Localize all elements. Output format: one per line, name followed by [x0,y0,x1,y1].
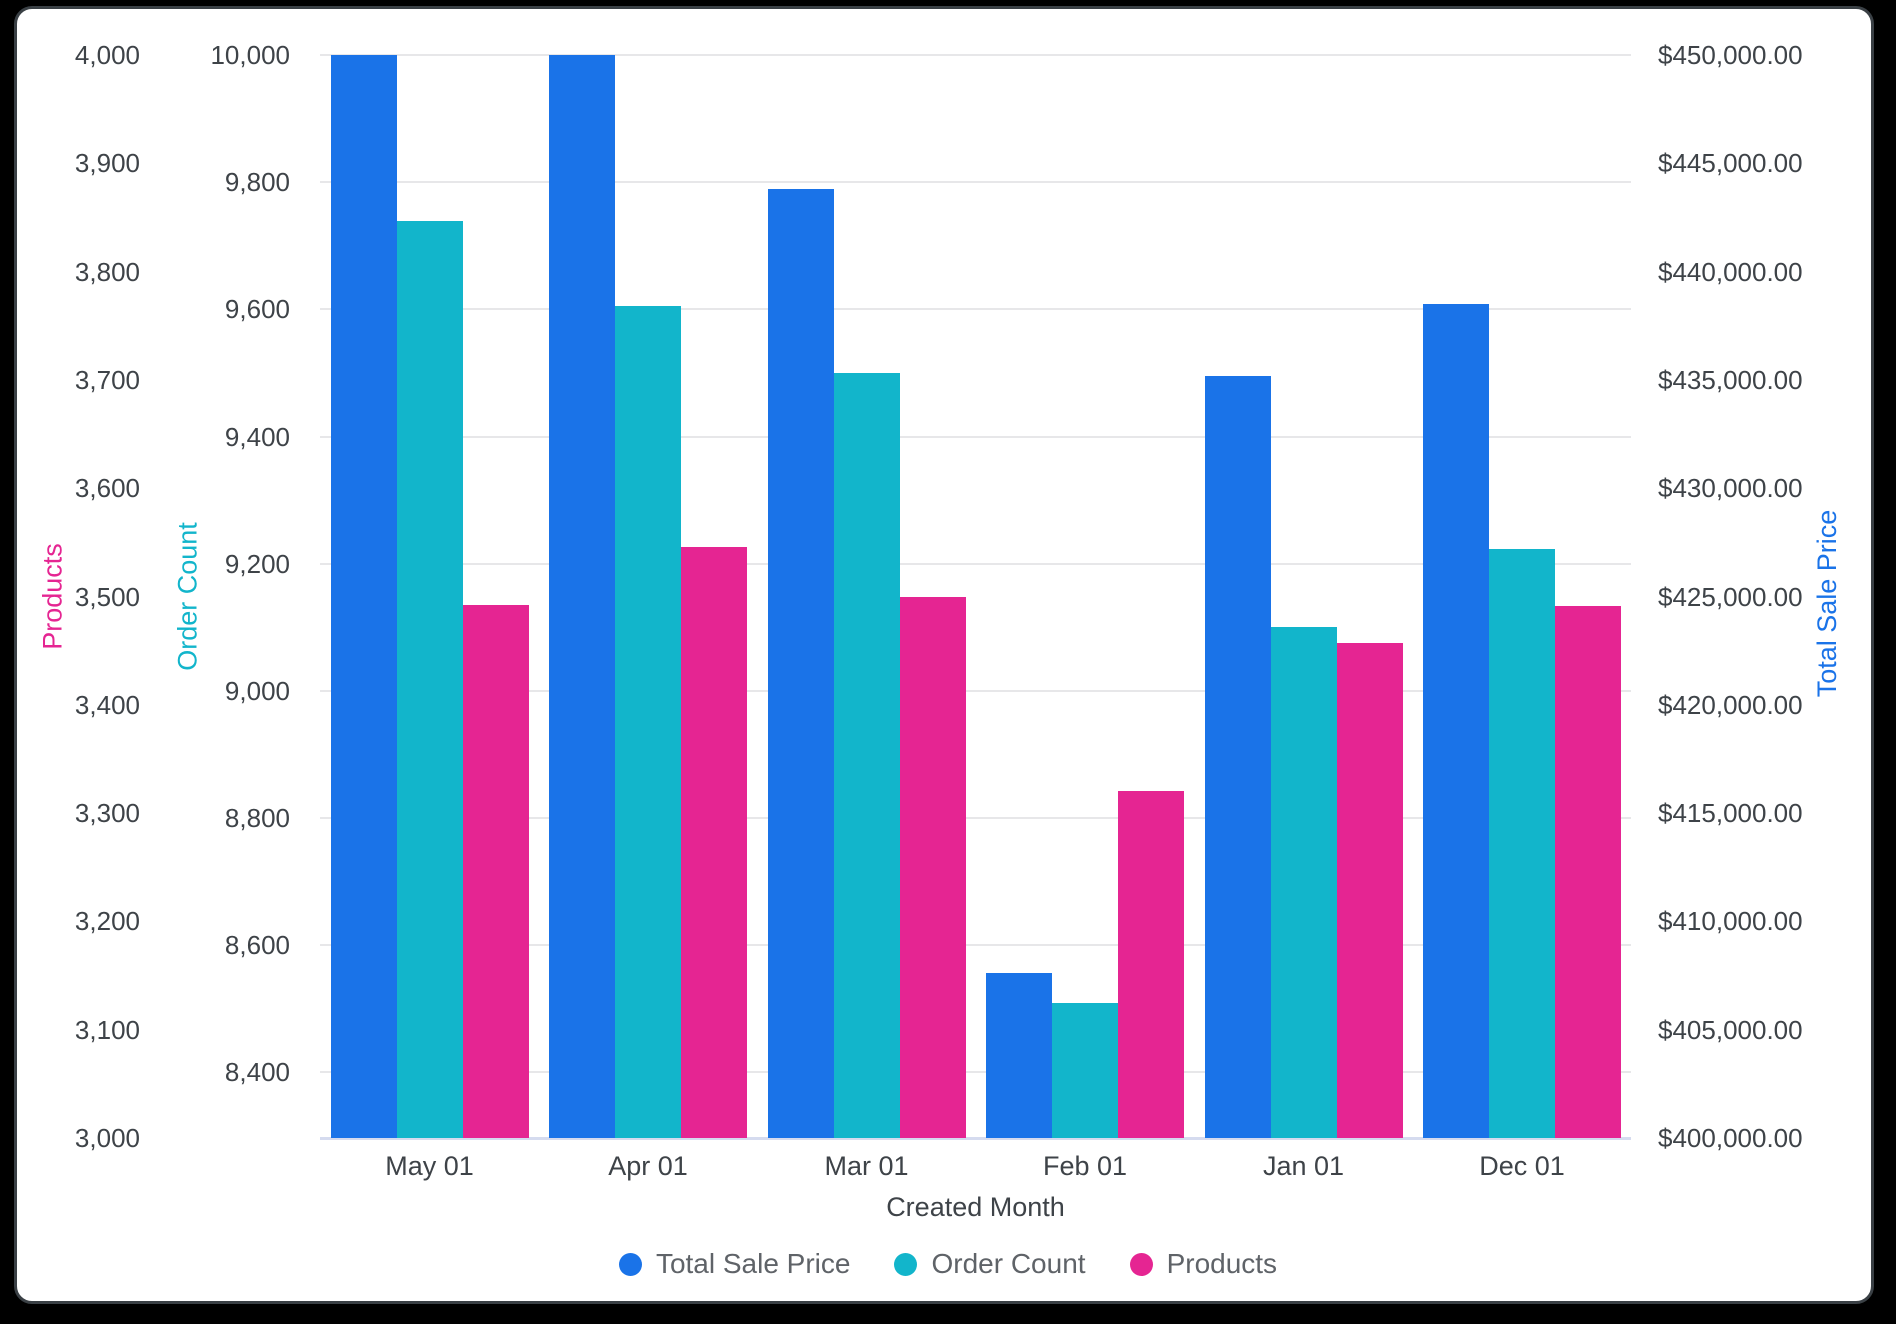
bar-order-count-apr-01[interactable] [615,306,681,1138]
bar-order-count-jan-01[interactable] [1270,627,1337,1138]
bar-total-sale-price-may-01[interactable] [330,55,397,1138]
x-tick-label: May 01 [385,1151,474,1181]
x-tick-label: Feb 01 [1042,1151,1128,1181]
bar-total-sale-price-apr-01[interactable] [549,55,615,1138]
bar-order-count-mar-01[interactable] [833,372,900,1138]
legend-dot-icon [894,1252,918,1276]
legend: Total Sale Price Order Count Products [0,1248,1896,1280]
gridline [320,689,1631,692]
bar-order-count-may-01[interactable] [396,220,463,1138]
legend-dot-icon [1129,1252,1153,1276]
order-count-tick-label: 9,400 [224,421,290,452]
legend-dot-icon [618,1252,642,1276]
total-sale-price-tick-label: $400,000.00 [1658,1123,1803,1153]
legend-label: Total Sale Price [655,1248,851,1279]
order-count-tick-label: 8,400 [224,1057,290,1088]
legend-label: Order Count [931,1248,1086,1279]
bar-products-jan-01[interactable] [1336,643,1403,1138]
products-tick-label: 3,700 [74,364,140,395]
x-axis-title: Created Month [886,1192,1065,1222]
products-tick-label: 3,300 [74,798,140,829]
legend-label: Products [1166,1248,1278,1279]
gridline [320,562,1631,565]
bar-total-sale-price-feb-01[interactable] [986,973,1052,1138]
total-sale-price-tick-label: $440,000.00 [1658,256,1803,287]
total-sale-price-tick-label: $415,000.00 [1658,798,1803,829]
legend-item-total-sale-price[interactable]: Total Sale Price [618,1248,851,1280]
gridline [320,435,1631,438]
products-tick-label: 3,400 [74,689,140,720]
total-sale-price-tick-label: $450,000.00 [1658,40,1803,70]
products-tick-label: 3,600 [74,473,140,504]
bar-products-dec-01[interactable] [1555,606,1621,1138]
x-tick-label: Jan 01 [1262,1151,1345,1181]
products-tick-label: 3,100 [74,1014,140,1045]
products-tick-label: 3,000 [74,1123,140,1153]
gridline [320,1071,1631,1074]
bar-products-feb-01[interactable] [1118,791,1184,1138]
bar-products-may-01[interactable] [462,605,529,1138]
chart-card: Products Order Count Total Sale Price Cr… [14,6,1874,1304]
products-tick-label: 4,000 [74,40,140,70]
products-tick-label: 3,800 [74,256,140,287]
order-count-axis-title: Order Count [172,522,203,671]
x-tick-label: Apr 01 [608,1151,688,1181]
gridline [320,54,1631,56]
legend-item-order-count[interactable]: Order Count [894,1248,1086,1280]
bar-total-sale-price-dec-01[interactable] [1423,304,1489,1138]
products-tick-label: 3,900 [74,148,140,179]
x-tick-label: Mar 01 [824,1151,909,1181]
order-count-tick-label: 9,600 [224,294,290,325]
x-axis-line [320,1137,1631,1140]
total-sale-price-tick-label: $410,000.00 [1658,906,1803,937]
bar-products-apr-01[interactable] [681,546,747,1138]
bar-total-sale-price-jan-01[interactable] [1204,375,1271,1138]
products-tick-label: 3,200 [74,906,140,937]
gridline [320,181,1631,184]
total-sale-price-tick-label: $405,000.00 [1658,1014,1803,1045]
order-count-tick-label: 8,600 [224,930,290,961]
bar-products-mar-01[interactable] [899,596,966,1138]
order-count-tick-label: 8,800 [224,803,290,834]
bar-order-count-dec-01[interactable] [1489,549,1555,1138]
order-count-tick-label: 10,000 [210,40,290,70]
gridline [320,308,1631,311]
bar-total-sale-price-mar-01[interactable] [767,189,834,1138]
gridline [320,944,1631,947]
legend-item-products[interactable]: Products [1129,1248,1278,1280]
order-count-tick-label: 9,200 [224,548,290,579]
total-sale-price-tick-label: $420,000.00 [1658,689,1803,720]
total-sale-price-tick-label: $445,000.00 [1658,148,1803,179]
gridline [320,817,1631,820]
total-sale-price-tick-label: $425,000.00 [1658,581,1803,612]
bar-order-count-feb-01[interactable] [1052,1002,1118,1138]
order-count-tick-label: 9,000 [224,675,290,706]
total-sale-price-tick-label: $435,000.00 [1658,364,1803,395]
order-count-tick-label: 9,800 [224,167,290,198]
products-tick-label: 3,500 [74,581,140,612]
x-tick-label: Dec 01 [1479,1151,1565,1181]
total-sale-price-tick-label: $430,000.00 [1658,473,1803,504]
